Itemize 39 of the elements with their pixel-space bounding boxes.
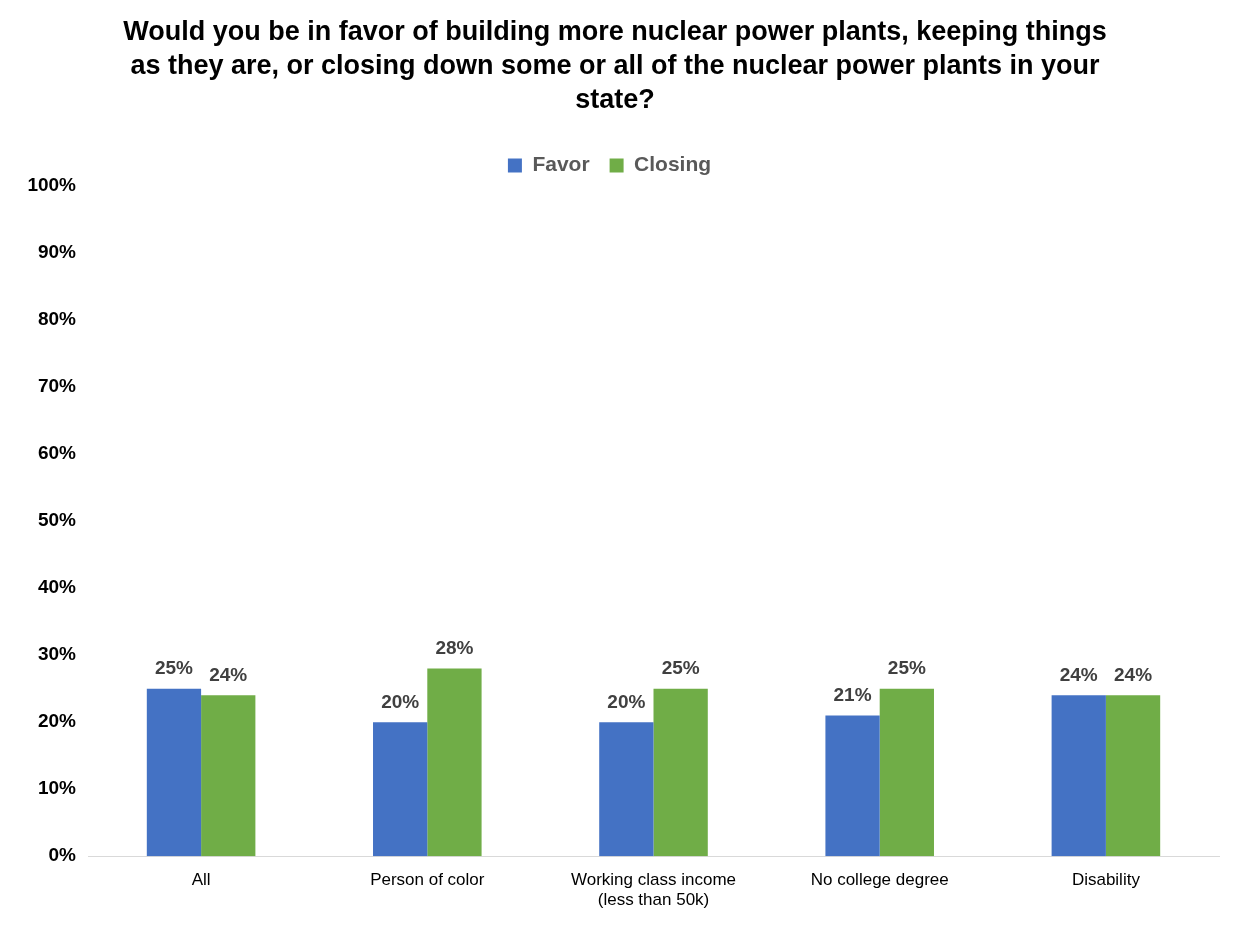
data-label: 25% — [154, 657, 194, 679]
x-tick-label: No college degree — [810, 870, 949, 890]
bar — [1051, 695, 1106, 857]
bar — [653, 688, 708, 857]
y-tick-label: 70% — [37, 375, 77, 397]
x-tick-label: All — [191, 870, 211, 890]
x-tick-label: Disability — [1071, 870, 1141, 890]
data-label: 25% — [661, 657, 700, 679]
data-label: 28% — [435, 637, 474, 659]
bar — [825, 715, 880, 857]
bar — [373, 722, 428, 857]
data-label: 21% — [833, 684, 872, 706]
chart-title: Would you be in favor of building more nuclear power plants, keeping things as they are, or closing down some or all of the nuclear power plants in your state? — [122, 15, 1108, 116]
data-label: 24% — [209, 664, 248, 686]
y-tick-label: 30% — [37, 643, 77, 665]
y-tick-label: 0% — [48, 844, 77, 866]
data-label: 24% — [1114, 664, 1153, 686]
x-tick-label: Person of color — [370, 870, 485, 890]
y-tick-label: 10% — [37, 777, 77, 799]
y-tick-label: 60% — [37, 442, 77, 464]
legend-label: Favor — [532, 152, 590, 176]
x-tick-label: Working class income (less than 50k) — [570, 870, 737, 910]
data-label: 20% — [607, 690, 646, 712]
y-tick-label: 50% — [37, 509, 77, 531]
bar — [599, 722, 654, 857]
bar — [427, 668, 482, 857]
data-label: 24% — [1059, 664, 1098, 686]
bar — [146, 688, 202, 857]
y-tick-label: 20% — [37, 710, 77, 732]
data-label: 25% — [887, 657, 926, 679]
data-label: 20% — [381, 690, 420, 712]
bar — [201, 695, 256, 857]
bar — [879, 688, 934, 857]
legend-label: Closing — [634, 152, 712, 176]
bar — [1105, 695, 1161, 857]
y-tick-label: 40% — [37, 576, 77, 598]
y-tick-label: 100% — [27, 174, 77, 196]
y-tick-label: 90% — [37, 241, 77, 263]
y-tick-label: 80% — [37, 308, 77, 330]
